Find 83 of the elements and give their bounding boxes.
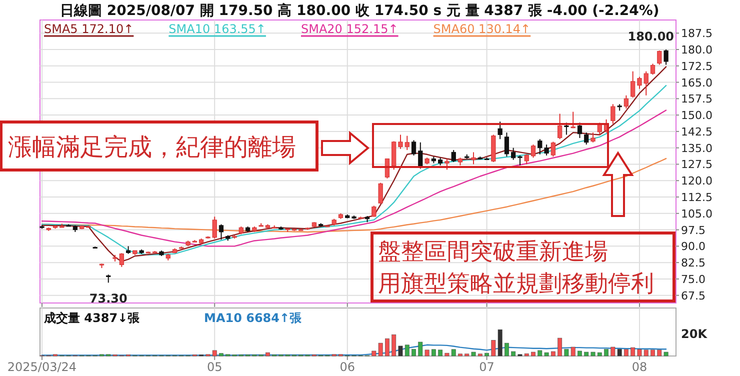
x-tick-label: 06 [340, 360, 356, 374]
y-tick-label: 120.0 [681, 174, 712, 188]
x-tick-label: 2025/03/24 [7, 360, 77, 374]
candlestick [610, 104, 616, 124]
candlestick [418, 142, 423, 170]
candlestick [119, 252, 124, 268]
bar [511, 351, 516, 356]
text: SMA20 152.15↑ [300, 22, 398, 36]
candlestick [630, 70, 636, 98]
x-tick-label: 05 [206, 360, 222, 374]
bar [604, 348, 608, 356]
candlestick [624, 94, 629, 110]
text: 20K [681, 327, 708, 341]
y-tick-label: 165.0 [681, 76, 712, 90]
annotation: 盤整區間突破重新進場 [378, 239, 608, 265]
bar [431, 349, 436, 356]
candlestick [558, 113, 562, 140]
candlestick [218, 224, 224, 240]
bar [578, 350, 582, 356]
candlestick [530, 144, 536, 158]
candlestick [518, 154, 522, 166]
y-tick-label: 157.5 [681, 92, 712, 106]
candlestick [372, 205, 376, 218]
bar [219, 353, 224, 356]
annotation: 180.00 [628, 30, 674, 44]
y-tick-label: 150.0 [681, 109, 712, 122]
y-tick-label: 97.5 [681, 224, 706, 237]
y-tick-label: 75.0 [681, 272, 706, 286]
text: 成交量 4387↓張 [43, 311, 141, 325]
y-tick-label: 67.5 [681, 289, 706, 302]
candlestick [451, 150, 456, 163]
y-tick-label: 142.5 [681, 125, 712, 138]
candlestick [664, 49, 668, 66]
y-tick-label: 187.5 [681, 27, 712, 40]
bar [266, 352, 270, 356]
candlestick [584, 132, 589, 146]
text: SMA10 163.55↑ [168, 22, 266, 36]
y-tick-label: 127.5 [681, 158, 712, 172]
candlestick [498, 121, 502, 140]
y-tick-label: 90.0 [681, 240, 706, 254]
annotation: 73.30 [89, 292, 128, 306]
candlestick [411, 140, 416, 156]
candlestick [650, 63, 656, 76]
bar [650, 350, 655, 356]
bar [484, 352, 489, 356]
bar [438, 350, 443, 356]
candlestick [550, 141, 556, 158]
candlestick [590, 132, 596, 143]
candlestick [378, 182, 383, 204]
y-tick-label: 82.5 [681, 256, 706, 270]
candlestick [657, 50, 662, 66]
chart-title: 日線圖 2025/08/07 開 179.50 高 180.00 收 174.50 s 元 量 4387 張 -4.00 (-2.24%) [60, 2, 660, 19]
candlestick [564, 122, 569, 136]
bar [504, 342, 509, 356]
y-tick-label: 135.0 [681, 142, 712, 155]
candlestick [444, 158, 450, 170]
candlestick [471, 152, 476, 165]
annotation: 漲幅滿足完成，紀律的離場 [8, 133, 296, 161]
text: SMA60 130.14↑ [433, 22, 531, 36]
bar [392, 334, 396, 356]
x-tick-label: 08 [632, 360, 648, 374]
bar [385, 338, 390, 356]
y-tick-label: 112.5 [681, 191, 712, 204]
bar [630, 347, 636, 356]
annotation: 用旗型策略並規劃移動停利 [378, 271, 654, 297]
bar [624, 349, 628, 356]
y-tick-label: 105.0 [681, 207, 712, 220]
bar [412, 348, 416, 356]
candlestick [570, 111, 576, 129]
bar [478, 354, 482, 356]
text: SMA5 172.10↑ [44, 22, 134, 36]
bar [458, 354, 462, 356]
y-tick-label: 172.5 [681, 60, 712, 73]
candlestick [511, 147, 516, 160]
bar [597, 352, 602, 356]
y-tick-label: 180.0 [681, 44, 712, 56]
candlestick [577, 122, 582, 139]
x-tick-label: 07 [479, 360, 494, 374]
bar [531, 352, 536, 356]
text: MA10 6684↑張 [204, 311, 303, 325]
candlestick [504, 132, 510, 158]
bar [558, 338, 562, 356]
bar [550, 351, 556, 356]
